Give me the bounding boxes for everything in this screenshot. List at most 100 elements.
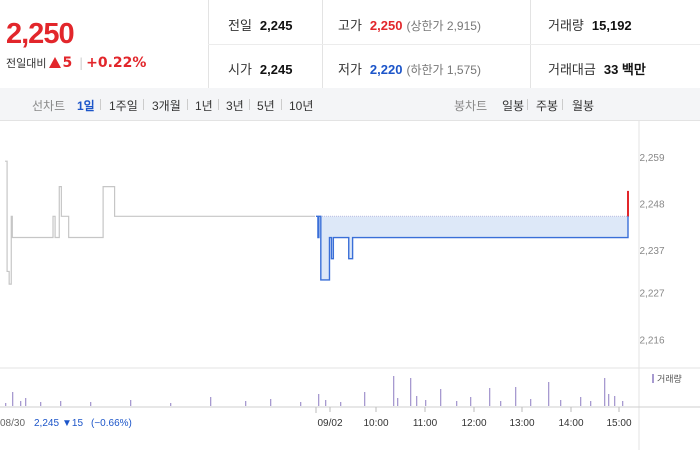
x-tick-label: 12:00 [461,418,486,429]
change-row: 전일대비 5 | +0.22% [6,55,147,71]
volume-legend-swatch [652,374,654,383]
change-label: 전일대비 [6,57,47,70]
volume-bar [25,398,27,406]
prev-close: 전일 2,245 [228,15,292,34]
x-tick-label: 09/02 [317,418,342,429]
tab-separator [281,99,282,110]
volume-bar [500,401,502,406]
previous-day-price-line [5,160,315,285]
volume-value: 15,192 [591,18,632,33]
volume-bar [470,397,472,406]
tab-1d[interactable]: 1일 [77,99,95,113]
volume-legend-label: 거래량 [657,373,682,384]
volume-bar [530,399,532,406]
y-tick-label: 2,248 [639,200,664,211]
line-chart-label: 선차트 [32,99,66,113]
volume-bar [130,400,132,406]
volume-bar [270,399,272,406]
low-label: 저가 [338,62,362,77]
price-box: 2,250 전일대비 5 | +0.22% [0,0,209,88]
volume-bar [393,376,395,406]
tab-separator [218,99,219,110]
volume-bar [580,397,582,406]
tab-separator [562,99,563,110]
tab-10y[interactable]: 10년 [289,99,314,113]
volume-bar [170,403,172,406]
tab-3m[interactable]: 3개월 [152,99,181,113]
volume-bar [489,388,491,406]
price-chart[interactable]: 2,259 2,248 2,237 2,227 2,216 거래량 08/30 2,245… [0,120,700,450]
tab-5y[interactable]: 5년 [257,99,275,113]
volume-bar [410,378,412,406]
tab-separator [249,99,250,110]
volume-bar [456,401,458,406]
tab-monthly[interactable]: 월봉 [572,99,595,113]
prev-close-value: 2,245 [259,18,293,33]
volume-bar [515,387,517,406]
volume-bar [340,402,342,406]
high: 고가 2,250 (상한가 2,915) [338,15,481,34]
prev-day-change-pct-label: (−0.66%) [91,418,132,429]
volume: 거래량 15,192 [548,15,632,34]
change-percent: +0.22% [86,55,147,71]
prev-day-change-label: ▼15 [62,418,83,429]
tab-daily[interactable]: 일봉 [502,99,525,113]
tab-separator [187,99,188,110]
open-label: 시가 [228,62,252,77]
volume-bar [5,403,7,406]
trade-amount: 거래대금 33 백만 [548,59,646,78]
quote-header: 2,250 전일대비 5 | +0.22% 전일 2,245 고가 2,250 (상한가 … [0,0,700,89]
x-tick-label: 13:00 [509,418,534,429]
tab-separator [527,99,528,110]
x-tick-label: 14:00 [558,418,583,429]
lower-limit: (하한가 1,575) [406,63,481,77]
prev-day-date-label: 08/30 [0,418,25,429]
tab-weekly[interactable]: 주봉 [536,99,559,113]
prev-close-label: 전일 [228,18,252,33]
high-label: 고가 [338,18,362,33]
high-value: 2,250 [369,18,403,33]
amount-value: 33 백만 [603,62,646,77]
volume-label: 거래량 [548,18,584,33]
x-tick-label: 11:00 [413,418,438,429]
divider [208,44,700,45]
upper-limit: (상한가 2,915) [406,19,481,33]
volume-bar [210,397,212,406]
volume-bar [12,392,14,406]
tab-separator [143,99,144,110]
volume-bar [440,389,442,406]
tab-1w[interactable]: 1주일 [109,99,138,113]
volume-bar [604,378,606,406]
x-tick-label: 10:00 [363,418,388,429]
volume-bar [90,402,92,406]
today-price-line [316,195,629,281]
volume-bar [325,400,327,406]
x-tick-label: 15:00 [606,418,631,429]
volume-bar [425,400,427,406]
volume-bar [245,401,247,406]
volume-bar [318,394,320,406]
low: 저가 2,220 (하한가 1,575) [338,59,481,78]
tab-1y[interactable]: 1년 [195,99,213,113]
y-tick-label: 2,259 [639,153,664,164]
volume-bar [416,396,418,406]
volume-bar [614,396,616,406]
candle-chart-label: 봉차트 [454,99,488,113]
volume-bar [300,402,302,406]
y-tick-label: 2,237 [639,246,664,257]
prev-day-close-label: 2,245 [34,418,59,429]
volume-bar [590,401,592,406]
volume-bar [560,400,562,406]
open-value: 2,245 [259,62,293,77]
volume-bar [40,402,42,406]
up-triangle-icon [49,57,62,68]
volume-bar [622,401,624,406]
volume-bar [364,392,366,406]
chart-tabs: 선차트 1일 1주일 3개월 1년 3년 5년 10년 봉차트 일봉 주봉 월봉 [0,88,700,121]
volume-bar [397,398,399,406]
y-tick-label: 2,216 [639,335,664,346]
tab-3y[interactable]: 3년 [226,99,244,113]
volume-bar [20,401,22,406]
y-tick-label: 2,227 [639,289,664,300]
current-price: 2,250 [6,18,75,50]
